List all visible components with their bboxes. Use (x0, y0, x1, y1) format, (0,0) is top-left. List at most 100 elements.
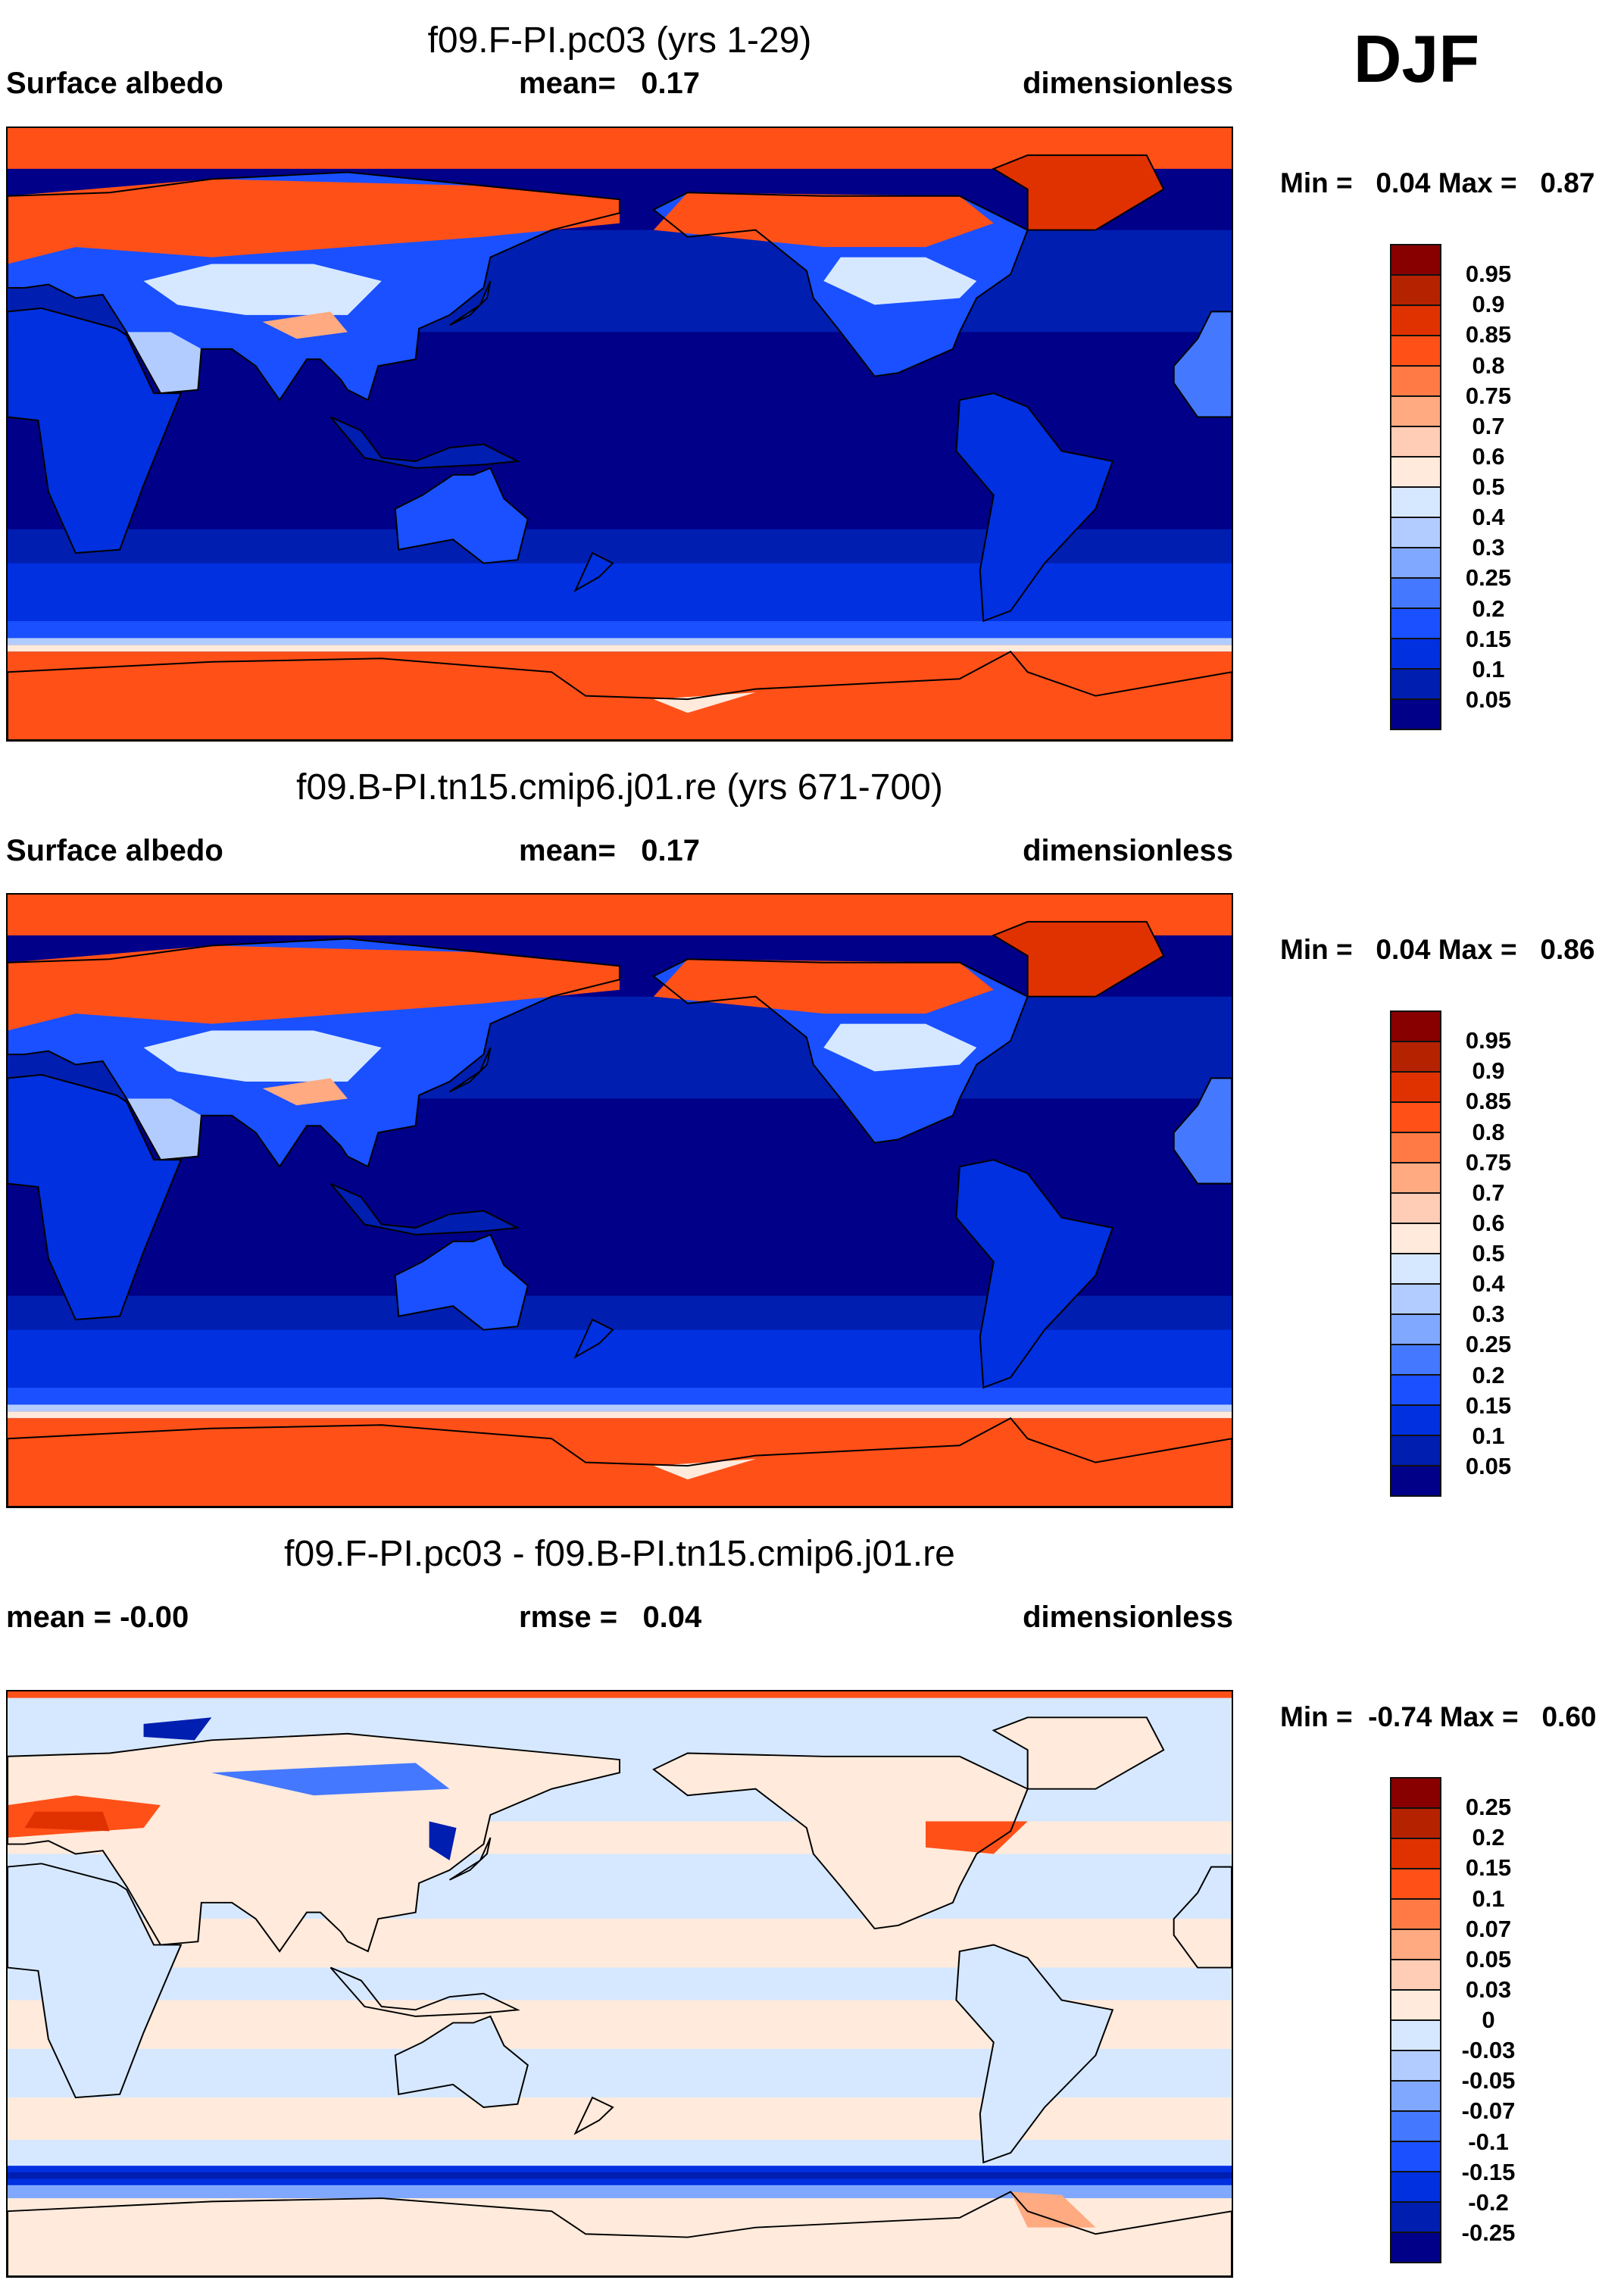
coastline-africa (8, 1863, 183, 2099)
colorbar-tick-label: 0.2 (1472, 1824, 1505, 1851)
colorbar-swatch (1391, 1839, 1440, 1869)
colorbar-tick-label: -0.1 (1468, 2128, 1509, 2155)
coastline-japan (448, 1047, 492, 1093)
colorbar-swatch (1391, 1133, 1440, 1163)
colorbar-tick-label: 0.7 (1472, 1179, 1505, 1206)
coastline-namer (652, 958, 1029, 1144)
contour-region (956, 1944, 1113, 2163)
colorbar (1390, 1010, 1441, 1497)
colorbar-swatch (1391, 306, 1440, 336)
contour-band (8, 2172, 1232, 2179)
contour-region (8, 651, 1232, 740)
mean-label: mean = -0.00 (6, 1601, 189, 1634)
colorbar-tick-label: -0.25 (1461, 2219, 1516, 2246)
contour-region (143, 1030, 382, 1082)
contour-region (653, 692, 756, 714)
map-plot (6, 1690, 1233, 2278)
contour-region (1010, 2191, 1096, 2228)
colorbar (1390, 1777, 1441, 2263)
colorbar-tick-label: 0.1 (1472, 1422, 1505, 1449)
colorbar-tick-label: 0.25 (1465, 1331, 1512, 1358)
min-max-label: Min = 0.04 Max = 0.87 (1280, 167, 1595, 198)
colorbar-swatch (1391, 1960, 1440, 1991)
panel-title: f09.F-PI.pc03 - f09.B-PI.tn15.cmip6.j01.… (284, 1534, 955, 1574)
contour-region (330, 417, 518, 468)
colorbar-swatch (1391, 1254, 1440, 1285)
colorbar-tick-label: 0.25 (1465, 564, 1512, 592)
contour-region (575, 553, 614, 591)
colorbar-swatch (1391, 1991, 1440, 2021)
colorbar-tick-label: 0.8 (1472, 351, 1505, 379)
contour-band (8, 638, 1232, 645)
map-plot (6, 126, 1233, 742)
colorbar-swatch (1391, 639, 1440, 670)
colorbar-tick-label: -0.07 (1461, 2097, 1516, 2125)
contour-region (1173, 311, 1232, 417)
contour-region (993, 1717, 1164, 1789)
contour-region (823, 1023, 977, 1072)
colorbar-swatch (1391, 2112, 1440, 2142)
coastline-samer (955, 1944, 1114, 2164)
contour-region (8, 1733, 620, 1952)
colorbar (1390, 244, 1441, 730)
contour-band (8, 620, 1232, 639)
map-plot (6, 893, 1233, 1508)
colorbar-tick-label: 0.9 (1472, 1057, 1505, 1085)
contour-region (823, 257, 977, 305)
colorbar-labels: 0.25 0.2 0.15 0.1 0.07 0.05 0.03 0 -0.03 -0.05 -0.… (1443, 1777, 1534, 2263)
colorbar-tick-label: 0.75 (1465, 382, 1512, 409)
contour-band (8, 1411, 1232, 1419)
colorbar-tick-label: 0.15 (1465, 1854, 1512, 1882)
colorbar-tick-label: 0.2 (1472, 595, 1505, 622)
colorbar-swatch (1391, 427, 1440, 458)
colorbar-swatch (1391, 1224, 1440, 1254)
colorbar-swatch (1391, 1073, 1440, 1103)
variable-label: Surface albedo (6, 834, 223, 867)
coastline-namer (652, 192, 1029, 377)
contour-region (8, 308, 181, 554)
contour-region (956, 1160, 1113, 1388)
coastline-japan (448, 1837, 492, 1881)
coastline-namer (652, 1752, 1029, 1930)
colorbar-swatch (1391, 367, 1440, 397)
coastline-eurasia (8, 171, 621, 401)
coastline-nz (573, 551, 614, 592)
colorbar-swatch (1391, 1012, 1440, 1042)
colorbar-tick-label: 0.4 (1472, 1270, 1505, 1298)
colorbar-swatch (1391, 1930, 1440, 1960)
contour-region (653, 1753, 1028, 1929)
coastline-nz (573, 2096, 614, 2135)
mean-label: mean= 0.17 (519, 67, 701, 100)
contour-region (143, 1717, 212, 1741)
min-max-label: Min = -0.74 Max = 0.60 (1280, 1701, 1597, 1732)
map-svg (8, 895, 1232, 1507)
contour-region (126, 332, 201, 394)
colorbar-swatch (1391, 1900, 1440, 1930)
colorbar-tick-label: -0.15 (1461, 2158, 1516, 2185)
coastline-eurasia (8, 938, 621, 1168)
contour-region (126, 1098, 201, 1160)
coastline-africaW (1173, 1866, 1232, 1969)
contour-region (262, 311, 348, 339)
coastline-africa (8, 1073, 183, 1321)
colorbar-tick-label: 0.8 (1472, 1118, 1505, 1145)
coastline-japan (448, 280, 492, 326)
coastline-antarc (8, 651, 1232, 740)
colorbar-tick-label: 0.6 (1472, 442, 1505, 470)
contour-band (8, 1329, 1232, 1388)
colorbar-swatch (1391, 1163, 1440, 1194)
contour-region (575, 1320, 614, 1357)
colorbar-tick-label: 0.85 (1465, 321, 1512, 348)
colorbar-swatch (1391, 670, 1440, 700)
colorbar-tick-label: -0.05 (1461, 2067, 1516, 2094)
colorbar-tick-label: -0.03 (1461, 2037, 1516, 2064)
units-label: dimensionless (1023, 834, 1233, 867)
coastline-seasia (329, 416, 520, 469)
variable-label: Surface albedo (6, 67, 223, 100)
contour-region (993, 921, 1164, 997)
panel-title: f09.F-PI.pc03 (yrs 1-29) (427, 20, 812, 61)
mean-label: mean= 0.17 (519, 834, 701, 867)
colorbar-swatch (1391, 488, 1440, 518)
map-svg (8, 1691, 1232, 2276)
colorbar-labels: 0.95 0.9 0.85 0.8 0.75 0.7 0.6 0.5 0.4 0.3 0.25 0.2… (1443, 1010, 1534, 1497)
